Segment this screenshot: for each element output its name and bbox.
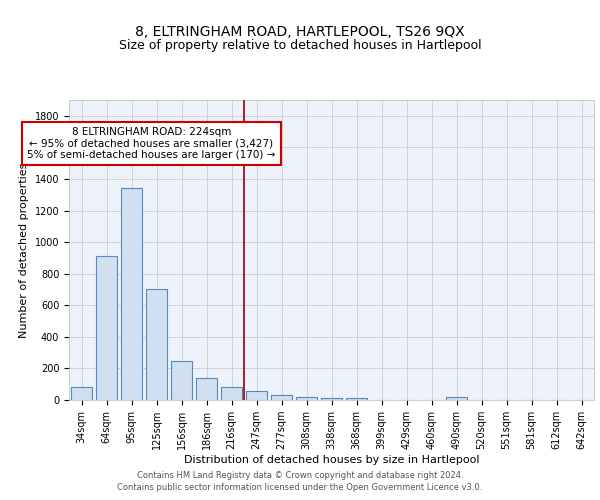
Text: 8 ELTRINGHAM ROAD: 224sqm
← 95% of detached houses are smaller (3,427)
5% of sem: 8 ELTRINGHAM ROAD: 224sqm ← 95% of detac… (28, 127, 275, 160)
Bar (221, 388, 242, 400)
Bar (321, 398, 342, 400)
Text: Contains HM Land Registry data © Crown copyright and database right 2024.: Contains HM Land Registry data © Crown c… (137, 472, 463, 480)
Bar (121, 188, 142, 400)
Text: 8, ELTRINGHAM ROAD, HARTLEPOOL, TS26 9QX: 8, ELTRINGHAM ROAD, HARTLEPOOL, TS26 9QX (135, 26, 465, 40)
Bar (446, 397, 467, 400)
Bar (171, 362, 192, 400)
Bar (146, 290, 167, 400)
Bar (71, 388, 92, 400)
Y-axis label: Number of detached properties: Number of detached properties (19, 162, 29, 338)
Text: Size of property relative to detached houses in Hartlepool: Size of property relative to detached ho… (119, 40, 481, 52)
Bar (346, 398, 367, 400)
Bar (246, 392, 267, 400)
Bar (96, 256, 117, 400)
Bar (196, 378, 217, 400)
Bar (271, 396, 292, 400)
X-axis label: Distribution of detached houses by size in Hartlepool: Distribution of detached houses by size … (184, 455, 479, 465)
Text: Contains public sector information licensed under the Open Government Licence v3: Contains public sector information licen… (118, 483, 482, 492)
Bar (296, 397, 317, 400)
